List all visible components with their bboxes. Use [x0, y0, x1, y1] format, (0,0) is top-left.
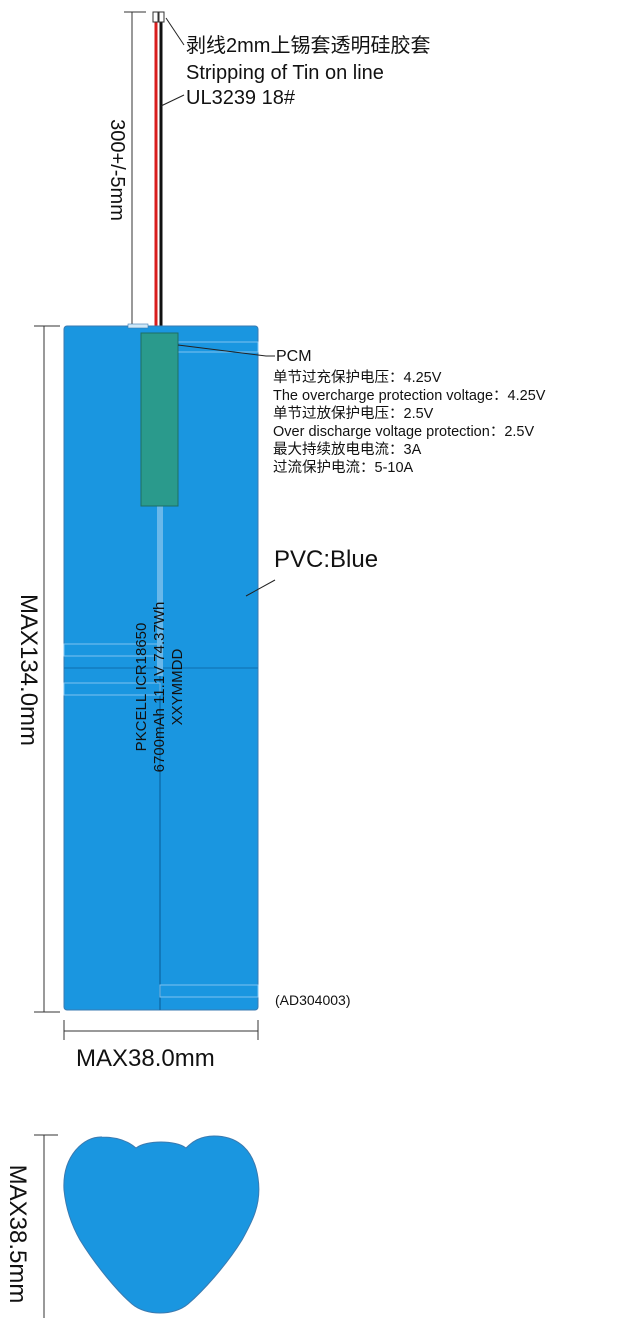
cell-label-line-3: XXYMMDD — [169, 648, 186, 726]
pcm-leader — [177, 344, 275, 357]
end-view-shape — [63, 1135, 260, 1314]
thickness-dimension — [34, 1134, 58, 1318]
pcm-spec-2: The overcharge protection voltage：4.25V — [273, 388, 546, 404]
wire-length-label: 300+/-5mm — [106, 119, 128, 221]
part-code: (AD304003) — [275, 992, 351, 1008]
pcm-spec-5: 最大持续放电电流：3A — [273, 442, 422, 458]
pcm-spec-4: Over discharge voltage protection：2.5V — [273, 424, 535, 440]
wire-strip-label-en: Stripping of Tin on line — [186, 62, 384, 84]
pcm-title: PCM — [276, 348, 312, 365]
thickness-dimension-label: MAX38.5mm — [4, 1164, 31, 1304]
width-dimension-label: MAX38.0mm — [76, 1045, 215, 1072]
pvc-label: PVC:Blue — [274, 546, 379, 573]
wire-leaders — [160, 17, 185, 107]
wire-length-dimension — [124, 11, 146, 326]
cell-label-line-2: 6700mAh 11.1V 74.37Wh — [151, 601, 168, 773]
pcm-spec-1: 单节过充保护电压：4.25V — [273, 370, 442, 386]
pcm-spec-6: 过流保护电流：5-10A — [273, 460, 414, 476]
width-dimension — [63, 1020, 259, 1040]
height-dimension-label: MAX134.0mm — [15, 593, 42, 747]
pvc-leader — [245, 579, 276, 597]
wire-strip-label-cn: 剥线2mm上锡套透明硅胶套 — [186, 35, 431, 57]
height-dimension — [34, 325, 60, 1013]
pcm-spec-3: 单节过放保护电压：2.5V — [273, 406, 434, 422]
cell-label-line-1: PKCELL ICR18650 — [133, 622, 150, 752]
wires — [152, 11, 165, 335]
wire-spec-label: UL3239 18# — [186, 87, 295, 109]
cell-label: PKCELL ICR18650 6700mAh 11.1V 74.37Wh XX… — [133, 597, 187, 777]
battery-pack — [63, 323, 259, 1011]
